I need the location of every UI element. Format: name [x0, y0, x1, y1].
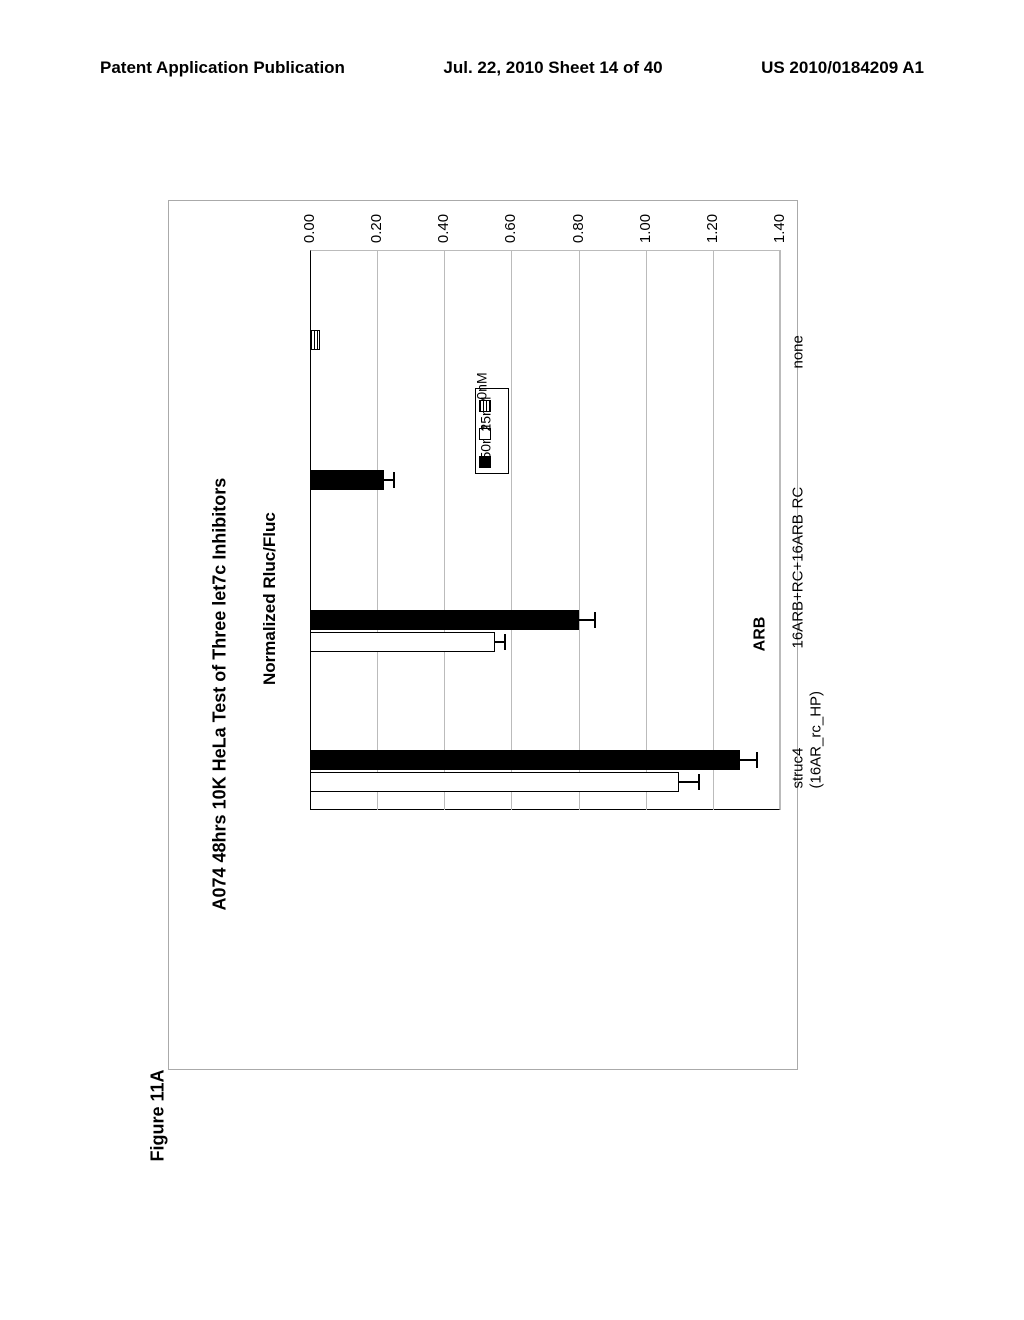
- errorbar-cap: [594, 612, 596, 628]
- category-label: struc4: [790, 748, 807, 789]
- ytick-label: 0.80: [570, 214, 587, 243]
- errorbar-cap: [504, 634, 506, 650]
- legend-label: 0nM: [474, 372, 490, 399]
- ytick-label: 0.20: [368, 214, 385, 243]
- bar: [310, 470, 384, 490]
- errorbar-cap: [393, 472, 395, 488]
- header-left: Patent Application Publication: [100, 58, 345, 78]
- category-label: (16AR_rc_HP): [808, 691, 825, 789]
- plot-area: [310, 250, 780, 810]
- x-axis-label: ARB: [751, 617, 769, 652]
- gridline: [579, 250, 580, 810]
- gridline: [444, 250, 445, 810]
- ytick-label: 0.00: [301, 214, 318, 243]
- chart-title: A074 48hrs 10K HeLa Test of Three let7c …: [210, 351, 231, 911]
- errorbar: [740, 759, 757, 761]
- gridline: [377, 250, 378, 810]
- gridline: [511, 250, 512, 810]
- errorbar-cap: [698, 774, 700, 790]
- ytick-label: 0.40: [435, 214, 452, 243]
- bar: [310, 330, 320, 350]
- bar: [310, 632, 495, 652]
- figure-label: Figure 11A: [148, 1069, 169, 1161]
- category-label: RC: [790, 487, 807, 509]
- ytick-label: 0.60: [503, 214, 520, 243]
- bar: [310, 750, 740, 770]
- gridline: [646, 250, 647, 810]
- header-right: US 2010/0184209 A1: [761, 58, 924, 78]
- ytick-label: 1.40: [771, 214, 788, 243]
- ytick-label: 1.00: [637, 214, 654, 243]
- ytick-label: 1.20: [704, 214, 721, 243]
- gridline: [780, 250, 781, 810]
- page-header: Patent Application Publication Jul. 22, …: [0, 58, 1024, 78]
- legend-swatch: [479, 400, 491, 412]
- category-label: none: [790, 335, 807, 368]
- errorbar: [579, 619, 596, 621]
- bar: [310, 772, 679, 792]
- gridline: [713, 250, 714, 810]
- category-label: 16ARB+RC+16ARB: [790, 514, 807, 648]
- errorbar-cap: [756, 752, 758, 768]
- bar: [310, 610, 579, 630]
- y-axis-label: Normalized Rluc/Fluc: [260, 465, 280, 685]
- errorbar: [679, 781, 699, 783]
- header-center: Jul. 22, 2010 Sheet 14 of 40: [443, 58, 662, 78]
